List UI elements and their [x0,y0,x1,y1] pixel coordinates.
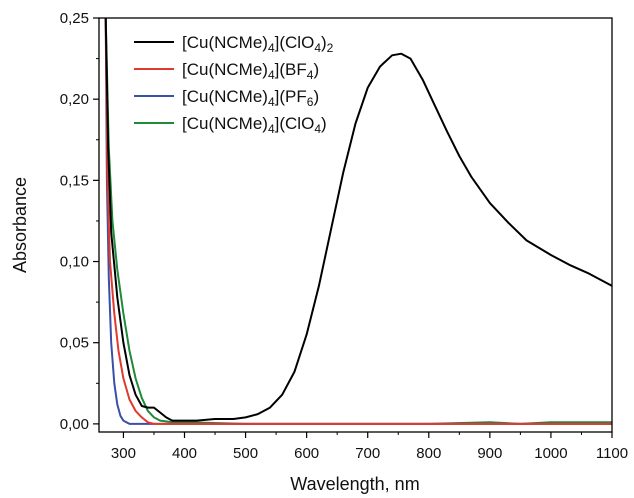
series-line [104,18,612,425]
y-tick-label: 0,20 [60,91,89,108]
x-tick-label: 1100 [596,445,628,462]
y-tick-label: 0,00 [60,416,89,433]
series-layer [104,18,612,425]
x-tick-label: 700 [355,445,380,462]
x-axis-title: Wavelength, nm [290,474,419,494]
legend: [Cu(NCMe)4](ClO4)2 [Cu(NCMe)4](BF4) [Cu(NC… [134,33,334,136]
y-tick-label: 0,10 [60,254,89,271]
plot-frame [98,17,613,433]
x-tick-label: 600 [294,445,319,462]
y-axis-ticks: 0,00 0,05 0,10 0,15 0,20 0,25 [60,10,99,433]
x-tick-label: 500 [233,445,258,462]
legend-label: [Cu(NCMe)4](ClO4)2 [182,33,334,55]
y-axis-title: Absorbance [10,177,30,273]
x-tick-label: 900 [477,445,502,462]
y-tick-label: 0,05 [60,335,89,352]
x-tick-label: 300 [111,445,136,462]
legend-label: [Cu(NCMe)4](ClO4) [182,114,327,136]
x-tick-label: 1000 [534,445,567,462]
legend-label: [Cu(NCMe)4](BF4) [182,60,319,82]
y-tick-label: 0,25 [60,10,89,27]
x-axis-ticks: 300 400 500 600 700 800 900 1000 1100 [111,432,628,462]
series-line [104,18,612,422]
y-tick-label: 0,15 [60,172,89,189]
legend-label: [Cu(NCMe)4](PF6) [182,87,319,109]
x-tick-label: 800 [416,445,441,462]
x-tick-label: 400 [172,445,197,462]
